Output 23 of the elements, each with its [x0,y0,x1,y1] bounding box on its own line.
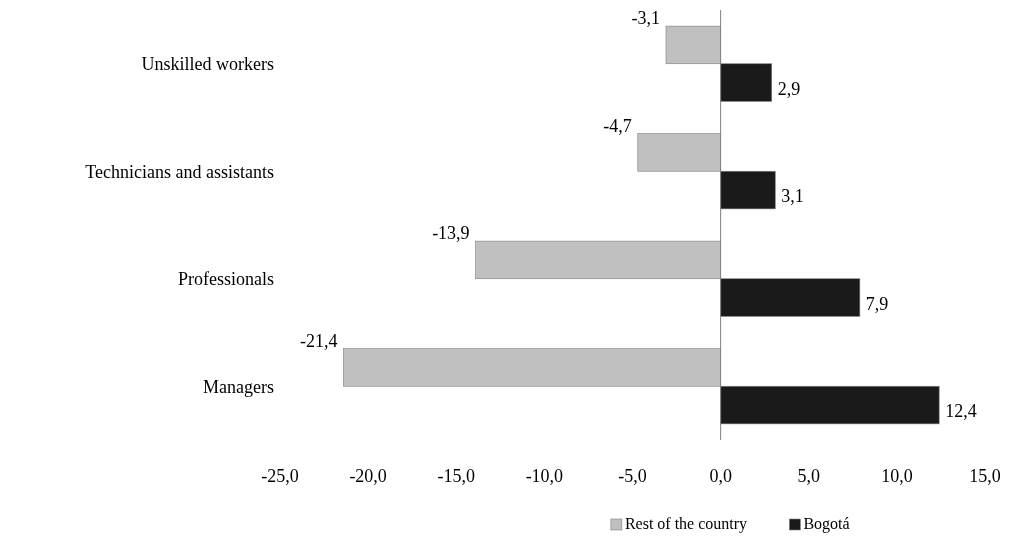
x-tick-label: 5,0 [797,466,820,486]
data-label: -4,7 [603,115,632,136]
y-tick-label: Unskilled workers [141,54,274,75]
data-label: -21,4 [299,330,338,351]
x-tick-label: 15,0 [969,466,1001,486]
y-tick-label: Managers [203,376,274,397]
legend-label: Rest of the country [624,515,748,533]
y-tick-label: Professionals [178,269,274,290]
data-label: -13,9 [432,223,470,244]
data-label: 7,9 [865,293,889,314]
y-tick-label: Technicians and assistants [85,161,274,182]
data-label: 3,1 [781,186,804,207]
data-label: 2,9 [777,78,801,99]
data-label: -3,1 [631,8,660,29]
x-tick-label: -25,0 [261,466,299,486]
x-tick-label: 0,0 [709,466,732,486]
x-tick-label: -5,0 [618,466,647,486]
x-tick-label: -20,0 [349,466,387,486]
x-tick-label: 10,0 [881,466,913,486]
data-label: 12,4 [945,401,977,422]
x-tick-label: -10,0 [525,466,564,486]
x-tick-label: -15,0 [437,466,475,486]
legend-label: Bogotá [803,515,850,533]
